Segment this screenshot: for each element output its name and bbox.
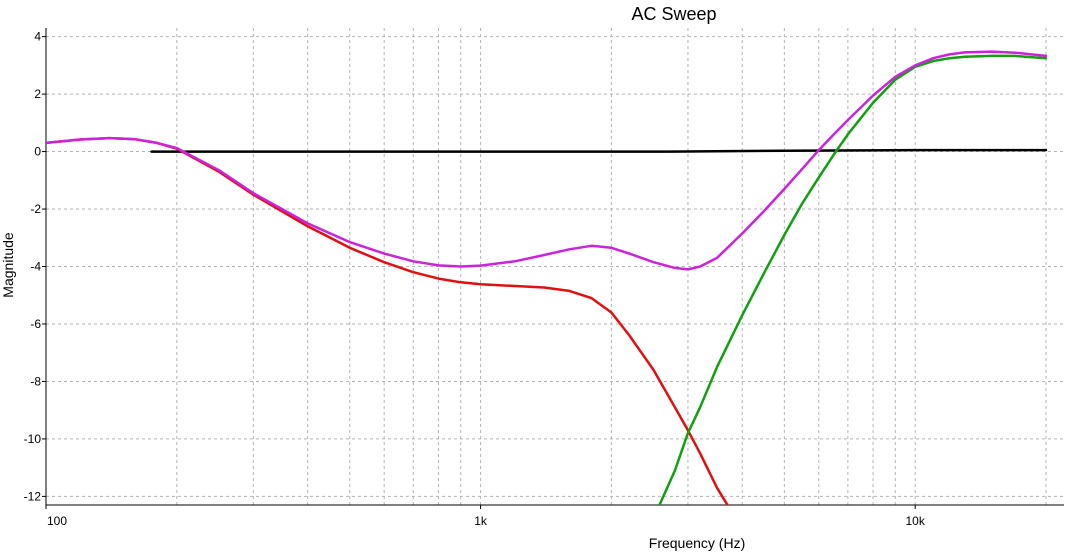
x-tick-label: 10k xyxy=(906,514,926,528)
y-tick-label: 4 xyxy=(34,30,41,44)
tick-labels: 4 2 0 -2 -4 -6 -8 -10 -12 100 1k 10k xyxy=(24,30,926,528)
series-line-3 xyxy=(658,54,1048,505)
x-axis-label: Frequency (Hz) xyxy=(649,535,745,551)
y-tick-label: 2 xyxy=(34,87,41,101)
y-tick-label: -8 xyxy=(30,374,41,388)
series-line-1 xyxy=(150,148,1048,153)
y-tick-label: -4 xyxy=(30,260,41,274)
grid xyxy=(46,28,1064,505)
series-line-2 xyxy=(46,136,729,505)
series-lines xyxy=(46,50,1048,505)
y-tick-label: -12 xyxy=(24,489,42,503)
x-tick-label: 100 xyxy=(47,514,67,528)
y-tick-label: 0 xyxy=(34,145,41,159)
series-line-4 xyxy=(46,50,1048,271)
chart-title: AC Sweep xyxy=(631,4,716,24)
y-tick-label: -6 xyxy=(30,317,41,331)
x-tick-label: 1k xyxy=(474,514,488,528)
y-axis-label: Magnitude xyxy=(0,232,16,298)
y-tick-label: -2 xyxy=(30,202,41,216)
y-tick-label: -10 xyxy=(24,432,42,446)
